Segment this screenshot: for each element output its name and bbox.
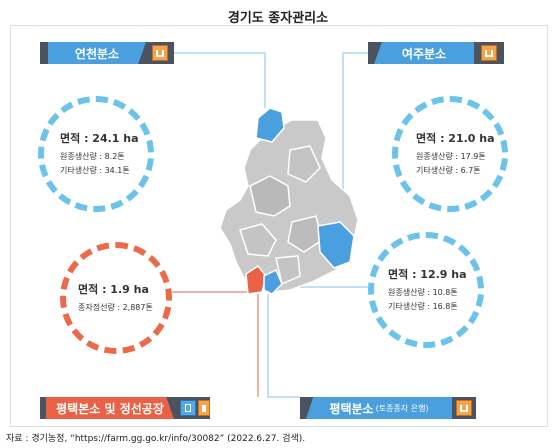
stat-line: 기타생산량 : 6.7톤 bbox=[416, 165, 481, 175]
source-note: 자료 : 경기농정, “https://farm.gg.go.kr/info/3… bbox=[6, 434, 306, 444]
banner-pyeongtaek-branch: 평택분소 (토종종자 은행) bbox=[300, 397, 476, 419]
connector-pyeongtaek-branch-down bbox=[267, 294, 300, 398]
stat-line: 기타생산량 : 16.8톤 bbox=[388, 301, 458, 311]
stat-line: 원종생산량 : 8.2톤 bbox=[60, 151, 125, 161]
banner-pyeongtaek-main: 평택본소 및 정선공장 bbox=[40, 397, 210, 419]
map-region-inner-3 bbox=[239, 223, 277, 257]
map-region-pyeongtaek-branch bbox=[263, 268, 283, 295]
stats-circle-yeoju: 면적 : 21.0 ha 원종생산량 : 17.9톤 기타생산량 : 6.7톤 bbox=[392, 96, 508, 212]
banner-yeoncheon: 연천분소 bbox=[40, 42, 174, 64]
banner-pyeongtaek-branch-suffix: (토종종자 은행) bbox=[375, 403, 429, 413]
stat-area: 면적 : 1.9 ha bbox=[78, 282, 149, 296]
banner-pyeongtaek-branch-title: 평택분소 bbox=[329, 401, 374, 416]
map-region-inner-5 bbox=[275, 255, 301, 286]
banner-yeoju-label: 여주분소 bbox=[374, 42, 474, 64]
banner-yeoncheon-label: 연천분소 bbox=[48, 42, 146, 64]
stat-line: 원종생산량 : 10.8톤 bbox=[388, 287, 458, 297]
stats-circle-yeoncheon: 면적 : 24.1 ha 원종생산량 : 8.2톤 기타생산량 : 34.1톤 bbox=[38, 96, 154, 212]
map-region-inner-4 bbox=[287, 215, 323, 253]
stat-area: 면적 : 21.0 ha bbox=[416, 131, 495, 145]
map-region-yeoncheon bbox=[255, 107, 285, 143]
factory-icon bbox=[481, 45, 497, 61]
banner-yeoju: 여주분소 bbox=[368, 42, 504, 64]
stats-circle-pyeongtaek-branch: 면적 : 12.9 ha 원종생산량 : 10.8톤 기타생산량 : 16.8톤 bbox=[368, 232, 484, 348]
stat-area: 면적 : 12.9 ha bbox=[388, 267, 467, 281]
map-region-yeoju bbox=[317, 221, 355, 269]
banner-pyeongtaek-main-label: 평택본소 및 정선공장 bbox=[46, 397, 174, 419]
stats-circle-pyeongtaek-main: 면적 : 1.9 ha 종자정선량 : 2,887톤 bbox=[60, 242, 172, 354]
map-region-inner-2 bbox=[287, 145, 321, 183]
map-region-inner-1 bbox=[249, 175, 291, 217]
stat-line: 기타생산량 : 34.1톤 bbox=[60, 165, 130, 175]
connector-yeoju bbox=[342, 52, 368, 228]
stat-line: 종자정선량 : 2,887톤 bbox=[78, 302, 153, 312]
factory-icon bbox=[456, 400, 472, 416]
book-icon bbox=[180, 400, 196, 416]
stat-area: 면적 : 24.1 ha bbox=[60, 131, 139, 145]
factory-icon bbox=[152, 45, 168, 61]
factory-icon bbox=[198, 400, 210, 416]
connector-yeoncheon bbox=[174, 52, 266, 108]
stat-line: 원종생산량 : 17.9톤 bbox=[416, 151, 486, 161]
banner-pyeongtaek-branch-label: 평택분소 (토종종자 은행) bbox=[306, 397, 452, 419]
page-title: 경기도 종자관리소 bbox=[227, 11, 329, 26]
